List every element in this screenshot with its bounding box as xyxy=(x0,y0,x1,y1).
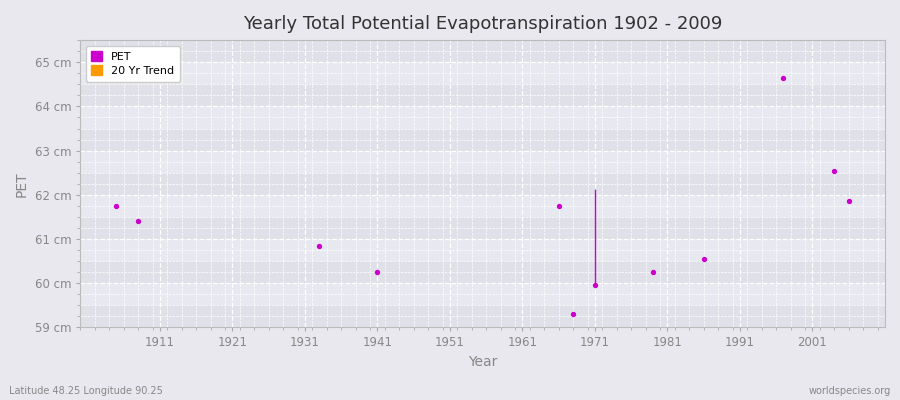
Text: Latitude 48.25 Longitude 90.25: Latitude 48.25 Longitude 90.25 xyxy=(9,386,163,396)
Title: Yearly Total Potential Evapotranspiration 1902 - 2009: Yearly Total Potential Evapotranspiratio… xyxy=(243,15,723,33)
Bar xyxy=(80,40,885,62)
Bar xyxy=(80,305,885,328)
Bar xyxy=(80,283,885,305)
Legend: PET, 20 Yr Trend: PET, 20 Yr Trend xyxy=(86,46,180,82)
Point xyxy=(312,242,327,249)
Point xyxy=(588,282,602,289)
Point xyxy=(827,167,842,174)
Bar xyxy=(80,173,885,195)
Bar xyxy=(80,62,885,84)
Text: worldspecies.org: worldspecies.org xyxy=(809,386,891,396)
Point xyxy=(131,218,146,224)
Point xyxy=(552,203,566,209)
Bar xyxy=(80,151,885,173)
Point xyxy=(697,256,711,262)
Y-axis label: PET: PET xyxy=(15,171,29,196)
Bar xyxy=(80,239,885,261)
Bar xyxy=(80,84,885,106)
Point xyxy=(777,74,791,81)
Bar xyxy=(80,195,885,217)
Bar xyxy=(80,128,885,151)
Point xyxy=(646,269,661,275)
Point xyxy=(842,198,856,205)
Point xyxy=(109,203,123,209)
Point xyxy=(566,311,580,317)
Point xyxy=(370,269,384,275)
Bar xyxy=(80,217,885,239)
Bar xyxy=(80,261,885,283)
Bar xyxy=(80,106,885,128)
X-axis label: Year: Year xyxy=(468,355,498,369)
